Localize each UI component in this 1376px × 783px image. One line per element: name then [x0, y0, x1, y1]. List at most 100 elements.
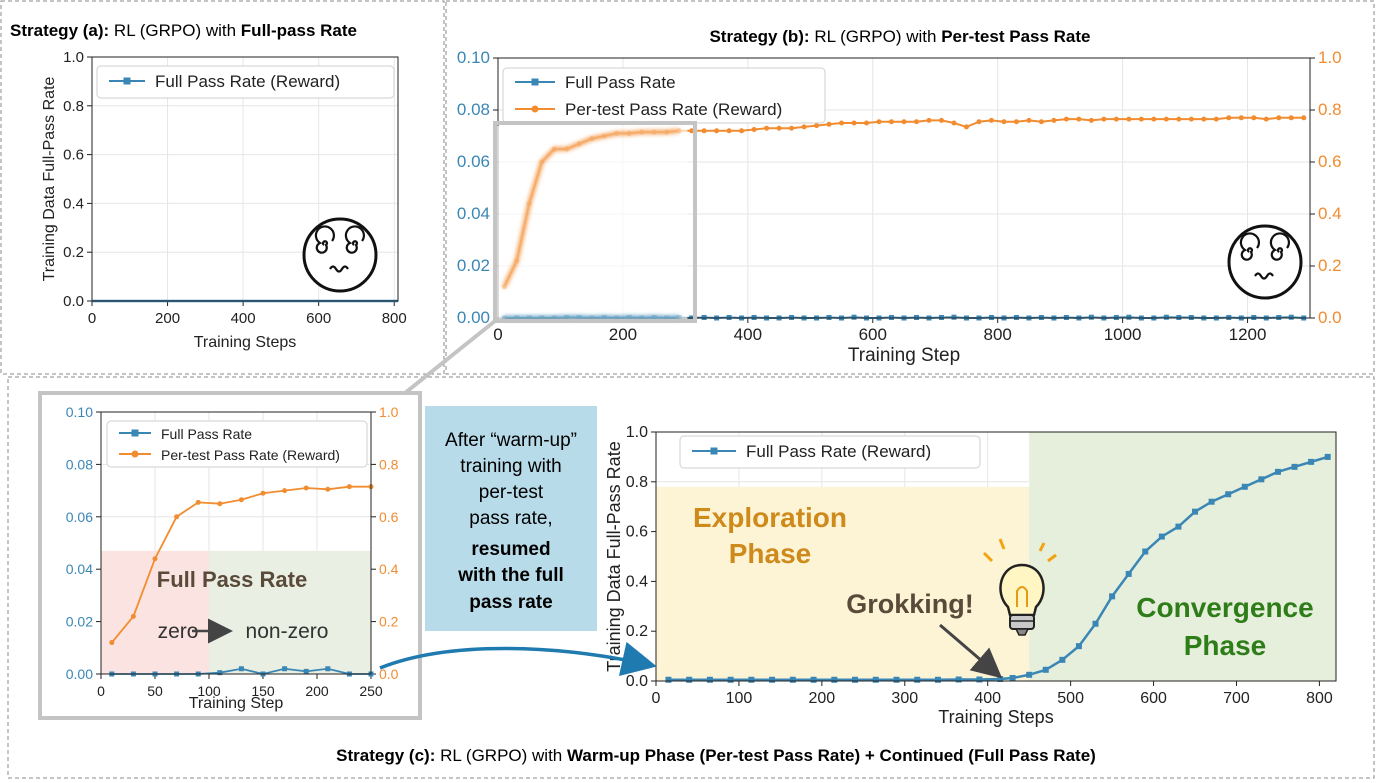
- data-point: [872, 676, 879, 683]
- y-right-tick-label: 0.2: [1318, 256, 1342, 275]
- data-point: [346, 484, 352, 490]
- data-point: [1158, 533, 1165, 540]
- data-point: [852, 676, 859, 683]
- transition-arrow: [379, 641, 657, 677]
- data-point: [238, 666, 244, 672]
- x-axis-label: Training Steps: [194, 334, 297, 351]
- y-tick-label: 0.2: [626, 623, 648, 640]
- x-tick-label: 0: [88, 310, 96, 327]
- data-point: [1188, 116, 1194, 122]
- data-point: [1276, 115, 1282, 121]
- data-point: [1176, 314, 1182, 320]
- lightbulb-icon: [982, 538, 1057, 636]
- data-point: [701, 314, 707, 320]
- data-point: [889, 119, 895, 125]
- data-point: [1113, 314, 1119, 320]
- y-tick-label: 1.0: [626, 424, 648, 441]
- data-point: [1225, 491, 1232, 498]
- legend-swatch-marker: [531, 105, 539, 113]
- y-right-tick-label: 0.0: [379, 666, 399, 682]
- data-point: [764, 125, 770, 131]
- data-point: [955, 676, 962, 683]
- x-axis-label: Training Step: [848, 345, 960, 366]
- data-point: [1075, 643, 1082, 650]
- data-point: [195, 499, 201, 505]
- data-point: [665, 676, 672, 683]
- legend-swatch-marker: [123, 77, 131, 85]
- x-tick-label: 200: [609, 325, 637, 344]
- y-tick-label: 0.04: [66, 561, 93, 577]
- data-point: [303, 668, 309, 674]
- exploration-label-line1: Exploration: [693, 502, 847, 533]
- data-point: [1138, 116, 1144, 122]
- y-tick-label: 0.04: [457, 204, 490, 223]
- legend-label: Per-test Pass Rate (Reward): [161, 447, 340, 463]
- y-axis-label: Training Data Full-Pass Rate: [41, 76, 58, 281]
- legend-label: Full Pass Rate (Reward): [746, 442, 931, 461]
- data-point: [1263, 116, 1269, 122]
- panel-a-frame: [0, 0, 445, 375]
- data-point: [951, 314, 957, 320]
- note-line-2: training with: [460, 456, 561, 477]
- data-point: [1038, 314, 1044, 320]
- y-right-tick-label: 0.8: [1318, 100, 1342, 119]
- data-point: [893, 676, 900, 683]
- convergence-region: [1029, 432, 1336, 681]
- data-point: [1274, 468, 1281, 475]
- data-point: [739, 128, 745, 134]
- data-point: [1063, 314, 1069, 320]
- x-tick-label: 400: [734, 325, 762, 344]
- convergence-label-line1: Convergence: [1136, 592, 1313, 623]
- panel-b-frame: [445, 0, 1375, 375]
- data-point: [1241, 483, 1248, 490]
- data-point: [1088, 314, 1094, 320]
- legend-box: [679, 435, 981, 469]
- data-point: [988, 314, 994, 320]
- y-right-tick-label: 1.0: [1318, 48, 1342, 67]
- grokking-arrow: [939, 623, 1003, 679]
- y-right-tick-label: 0.8: [379, 456, 399, 472]
- x-tick-label: 300: [891, 690, 918, 707]
- data-point: [789, 676, 796, 683]
- legend-label: Per-test Pass Rate (Reward): [565, 100, 782, 119]
- x-tick-label: 600: [859, 325, 887, 344]
- x-tick-label: 800: [984, 325, 1012, 344]
- data-point: [889, 314, 895, 320]
- data-point: [130, 613, 136, 619]
- y-tick-label: 0.2: [63, 244, 84, 261]
- data-point: [260, 490, 266, 496]
- legend-swatch-marker: [131, 429, 139, 437]
- data-point: [864, 120, 870, 126]
- y-right-tick-label: 0.4: [379, 561, 399, 577]
- data-point: [1213, 116, 1219, 122]
- zoom-veil: [496, 126, 688, 320]
- x-tick-label: 100: [197, 683, 221, 699]
- data-point: [689, 128, 695, 134]
- x-tick-label: 100: [726, 690, 753, 707]
- chart-c-main: 0 100 200 300 400 500 600 700 800 0.0 0.2 0.4 0.6 0.8…: [604, 424, 1337, 727]
- data-point: [1009, 675, 1016, 682]
- data-point: [1291, 463, 1298, 470]
- panel-b-title: Strategy (b): RL (GRPO) with Per-test Pa…: [709, 27, 1090, 46]
- inset-annotation-to: non-zero: [246, 620, 329, 643]
- y-tick-label: 0.6: [63, 147, 84, 164]
- data-point: [938, 117, 944, 123]
- data-point: [814, 123, 820, 129]
- x-tick-label: 500: [1057, 690, 1084, 707]
- data-point: [1101, 116, 1107, 122]
- data-point: [826, 121, 832, 127]
- y-tick-label: 0.8: [626, 474, 648, 491]
- data-point: [152, 556, 158, 562]
- y-tick-label: 0.00: [66, 666, 93, 682]
- data-point: [851, 120, 857, 126]
- data-point: [727, 676, 734, 683]
- data-point: [914, 676, 921, 683]
- y-tick-label: 0.4: [63, 195, 84, 212]
- data-point: [976, 119, 982, 125]
- data-point: [1013, 314, 1019, 320]
- note-bold-line-3: pass rate: [469, 592, 552, 613]
- data-point: [701, 128, 707, 134]
- y-right-tick-label: 1.0: [379, 404, 399, 420]
- legend-swatch-marker: [531, 78, 539, 86]
- data-point: [751, 127, 757, 132]
